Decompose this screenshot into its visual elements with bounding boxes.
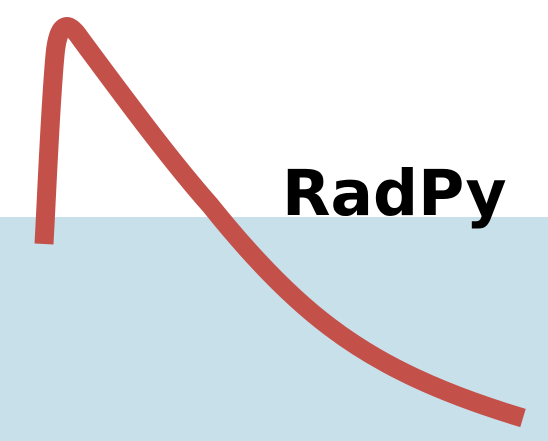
sky-background bbox=[0, 0, 548, 217]
decay-curve bbox=[34, 17, 526, 428]
wordmark: RadPy bbox=[282, 157, 507, 230]
